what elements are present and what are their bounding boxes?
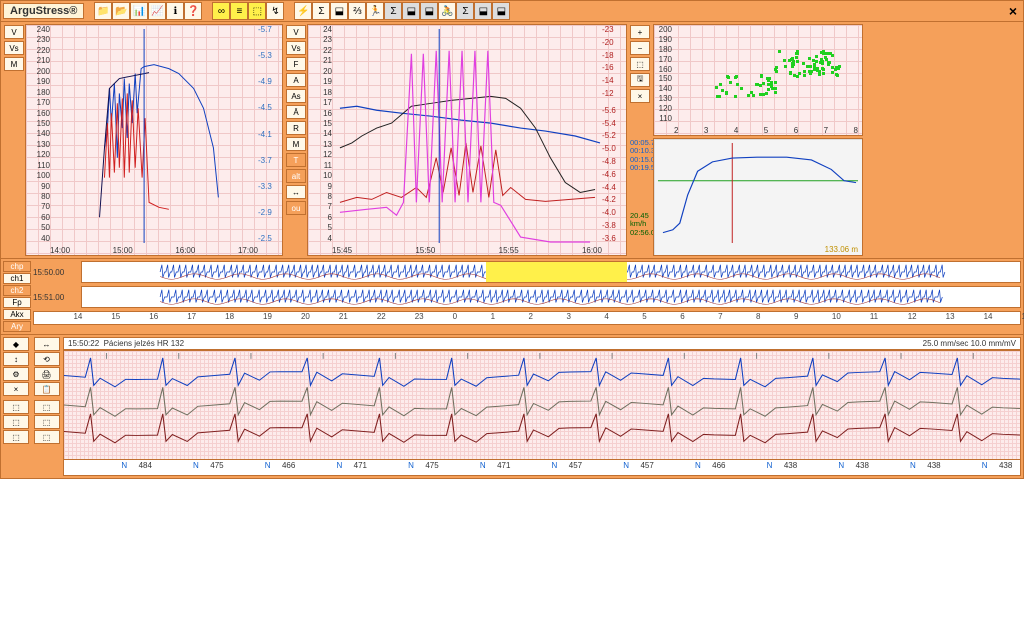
ecg-control-button[interactable]: ⬚ <box>34 400 60 414</box>
mode-button-V[interactable]: V <box>286 25 306 39</box>
toolbar-button[interactable]: ⬓ <box>402 2 420 20</box>
toolbar-button[interactable]: Σ <box>312 2 330 20</box>
scatter-control-buttons: + − ⬚ 🖫 × <box>629 24 651 136</box>
toolbar-button[interactable]: ≡ <box>230 2 248 20</box>
beat-annotation-row[interactable]: N484N475N466N471N475N471N457N457N466N438… <box>63 460 1021 476</box>
close-button[interactable]: × <box>1005 3 1021 19</box>
mode-button-Vs[interactable]: Vs <box>286 41 306 55</box>
profile-chart[interactable]: 133.06 m <box>653 138 863 256</box>
toolbar-button[interactable]: ⬓ <box>474 2 492 20</box>
toolbar-button[interactable]: ⬓ <box>420 2 438 20</box>
mode-button-🖫[interactable]: 🖫 <box>630 73 650 87</box>
ecg-control-button[interactable]: ⬚ <box>34 415 60 429</box>
channel-button-ch2[interactable]: ch2 <box>3 285 31 296</box>
ecg-control-button[interactable]: ⬚ <box>3 400 29 414</box>
mode-button-A[interactable]: A <box>286 73 306 87</box>
channel-button-Fp[interactable]: Fp <box>3 297 31 308</box>
ecg-control-column: ◆↔↕⟲⚙🖨×📋 ⬚⬚⬚⬚⬚⬚ <box>3 337 63 476</box>
strip-time-1: 15:50.00 <box>33 261 79 283</box>
ecg-control-button[interactable]: ◆ <box>3 337 29 351</box>
timing-readout: 00:05.712 00:10.376 00:15.088 00:19.528 … <box>629 138 651 256</box>
mode-button-F[interactable]: F <box>286 57 306 71</box>
toolbar-button[interactable]: ⚡ <box>294 2 312 20</box>
ecg-overview-strips: chpch1ch2FpAkxAry 15:50.00 15:51.00 1415… <box>0 259 1024 335</box>
strip-2[interactable] <box>81 286 1021 308</box>
ecg-control-button[interactable]: ⚙ <box>3 367 29 381</box>
ecg-control-button[interactable]: ↕ <box>3 352 29 366</box>
ecg-control-button[interactable]: 📋 <box>34 382 60 396</box>
toolbar-button[interactable]: 🏃 <box>366 2 384 20</box>
channel-button-chp[interactable]: chp <box>3 261 31 272</box>
mode-button-M[interactable]: M <box>4 57 24 71</box>
channel-button-Akx[interactable]: Akx <box>3 309 31 320</box>
scatter-chart[interactable]: 200190180170160150140130120110 2345678 <box>653 24 863 136</box>
mode-button-ou[interactable]: ou <box>286 201 306 215</box>
ecg-control-button[interactable]: ⬚ <box>3 415 29 429</box>
ecg-detail-panel: ◆↔↕⟲⚙🖨×📋 ⬚⬚⬚⬚⬚⬚ 15:50:22 Páciens jelzés … <box>0 335 1024 479</box>
distance-label: 133.06 m <box>825 245 858 254</box>
mode-button-T[interactable]: T <box>286 153 306 167</box>
toolbar-button[interactable]: Σ <box>384 2 402 20</box>
ecg-info-bar: 15:50:22 Páciens jelzés HR 132 25.0 mm/s… <box>63 337 1021 350</box>
ecg-control-button[interactable]: × <box>3 382 29 396</box>
mode-button-As[interactable]: As <box>286 89 306 103</box>
toolbar-button[interactable]: Σ <box>456 2 474 20</box>
toolbar-button[interactable]: ↯ <box>266 2 284 20</box>
main-toolbar: ArguStress® 📁📂📊📈ℹ❓ ∞≡⬚↯ ⚡Σ⬓⅔🏃Σ⬓⬓🚴Σ⬓⬓ × <box>0 0 1024 22</box>
ecg-control-button[interactable]: 🖨 <box>34 367 60 381</box>
strip-time-2: 15:51.00 <box>33 286 79 308</box>
trend-chart-left[interactable]: 2402302202102001901801701601501401301201… <box>25 24 283 256</box>
toolbar-button[interactable]: ∞ <box>212 2 230 20</box>
mode-button-V[interactable]: V <box>4 25 24 39</box>
ecg-control-button[interactable]: ⟲ <box>34 352 60 366</box>
mode-button-Vs[interactable]: Vs <box>4 41 24 55</box>
ecg-control-button[interactable]: ⬚ <box>3 430 29 444</box>
toolbar-button[interactable]: 🚴 <box>438 2 456 20</box>
ecg-control-button[interactable]: ↔ <box>34 337 60 351</box>
mode-button-−[interactable]: − <box>630 41 650 55</box>
time-ruler[interactable]: 1415161718192021222301234567891011121314… <box>33 311 1021 325</box>
mode-button-↔[interactable]: ↔ <box>286 185 306 199</box>
mode-button-×[interactable]: × <box>630 89 650 103</box>
charts-region: V Vs M 24023022021020019018017016015014013… <box>0 22 1024 259</box>
toolbar-button[interactable]: ❓ <box>184 2 202 20</box>
strip-channel-buttons: chpch1ch2FpAkxAry <box>3 261 31 332</box>
mode-button-Ā[interactable]: Ā <box>286 105 306 119</box>
channel-button-Ary[interactable]: Ary <box>3 321 31 332</box>
mode-button-⬚[interactable]: ⬚ <box>630 57 650 71</box>
mode-button-M[interactable]: M <box>286 137 306 151</box>
mode-button-+[interactable]: + <box>630 25 650 39</box>
toolbar-button[interactable]: ⬓ <box>492 2 510 20</box>
toolbar-button[interactable]: 📊 <box>130 2 148 20</box>
mid-chart-mode-buttons: V Vs FA As ĀRMTalt ↔ ou <box>285 24 307 256</box>
ecg-waveform-canvas[interactable] <box>63 350 1021 460</box>
toolbar-button[interactable]: ℹ <box>166 2 184 20</box>
trend-chart-mid[interactable]: 242322212019181716151413121110987654 -23… <box>307 24 627 256</box>
toolbar-button[interactable]: 📈 <box>148 2 166 20</box>
ecg-control-button[interactable]: ⬚ <box>34 430 60 444</box>
left-chart-mode-buttons: V Vs M <box>3 24 25 256</box>
mode-button-alt[interactable]: alt <box>286 169 306 183</box>
toolbar-button[interactable]: ⅔ <box>348 2 366 20</box>
mode-button-R[interactable]: R <box>286 121 306 135</box>
app-window: ArguStress® 📁📂📊📈ℹ❓ ∞≡⬚↯ ⚡Σ⬓⅔🏃Σ⬓⬓🚴Σ⬓⬓ × V… <box>0 0 1024 479</box>
toolbar-button[interactable]: 📂 <box>112 2 130 20</box>
toolbar-button[interactable]: ⬚ <box>248 2 266 20</box>
toolbar-button[interactable]: 📁 <box>94 2 112 20</box>
app-title: ArguStress® <box>3 3 84 19</box>
channel-button-ch1[interactable]: ch1 <box>3 273 31 284</box>
strip-1[interactable] <box>81 261 1021 283</box>
toolbar-button[interactable]: ⬓ <box>330 2 348 20</box>
